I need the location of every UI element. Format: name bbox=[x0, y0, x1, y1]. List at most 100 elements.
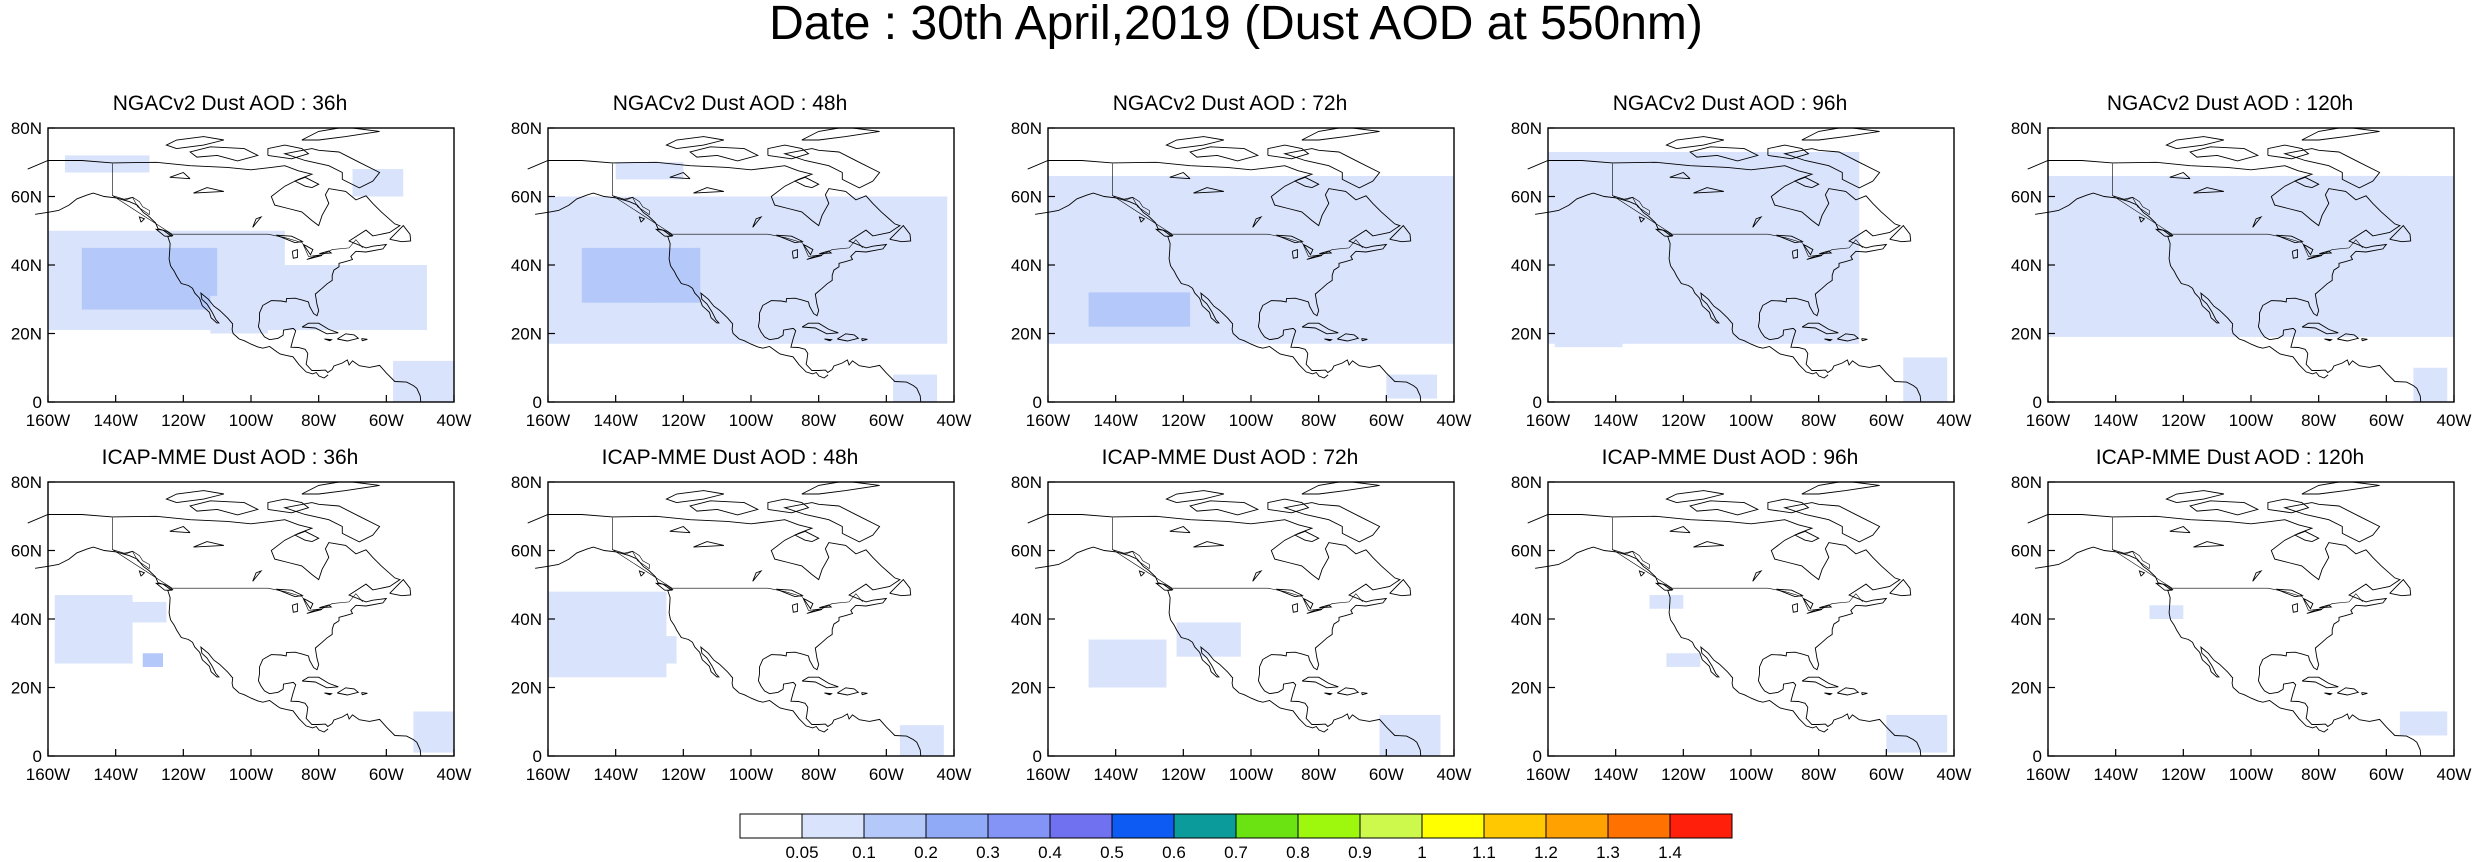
y-tick-label: 20N bbox=[511, 679, 542, 698]
coastline bbox=[1324, 692, 1333, 696]
map-plot: 160W 140W 120W 100W 80W 60W 40W 0 20N 40N 60N 80N bbox=[1011, 473, 1472, 784]
coastline bbox=[793, 176, 820, 189]
y-tick-label: 20N bbox=[2011, 325, 2042, 344]
coastline bbox=[361, 338, 368, 342]
coastline bbox=[1654, 582, 1673, 591]
coastline bbox=[2027, 160, 2422, 403]
coastline bbox=[669, 171, 691, 180]
y-tick-label: 0 bbox=[2033, 747, 2042, 766]
aod-field-cell bbox=[132, 275, 201, 303]
coastline bbox=[1165, 490, 1225, 504]
coastline bbox=[1665, 136, 1725, 150]
coastline bbox=[2389, 578, 2412, 597]
coastline bbox=[1803, 244, 1814, 256]
coastline bbox=[1291, 602, 1298, 613]
coastline bbox=[1527, 514, 1922, 757]
coastline bbox=[1783, 502, 1881, 543]
x-tick-label: 40W bbox=[1437, 765, 1472, 784]
x-tick-label: 120W bbox=[1161, 765, 1205, 784]
x-tick-label: 40W bbox=[937, 765, 972, 784]
coastline bbox=[1824, 338, 1833, 342]
coastline bbox=[2301, 322, 2339, 335]
y-tick-label: 0 bbox=[1533, 393, 1542, 412]
coastline bbox=[1189, 146, 1260, 162]
colorbar-swatch bbox=[863, 813, 927, 839]
coastline bbox=[2283, 148, 2381, 189]
map-panel-ngac-72h: NGACv2 Dust AOD : 72h 160W 140W 120W 100W 80W… bbox=[1000, 92, 1500, 442]
coastline bbox=[154, 228, 173, 237]
y-tick-label: 80N bbox=[1511, 473, 1542, 492]
coastline bbox=[1193, 541, 1224, 548]
x-tick-label: 160W bbox=[1026, 411, 1070, 430]
x-tick-label: 100W bbox=[729, 765, 773, 784]
coastline bbox=[293, 530, 320, 543]
x-tick-label: 160W bbox=[1526, 411, 1570, 430]
aod-field-cell bbox=[893, 374, 938, 402]
y-tick-label: 0 bbox=[33, 747, 42, 766]
coastline bbox=[1861, 692, 1868, 696]
coastline bbox=[2169, 525, 2191, 534]
coastline bbox=[2301, 127, 2380, 141]
aod-field-cell bbox=[142, 653, 164, 667]
coastline bbox=[27, 514, 422, 757]
coastline bbox=[1252, 570, 1263, 582]
colorbar-label: 0.2 bbox=[914, 843, 938, 862]
coastline bbox=[193, 541, 224, 548]
x-tick-label: 120W bbox=[1661, 765, 1705, 784]
y-tick-label: 40N bbox=[11, 256, 42, 275]
coastline bbox=[1837, 333, 1860, 342]
aod-field-cell bbox=[413, 711, 454, 753]
y-tick-label: 60N bbox=[1011, 188, 1042, 207]
y-tick-label: 0 bbox=[2033, 393, 2042, 412]
x-tick-label: 80W bbox=[1301, 411, 1336, 430]
coastline bbox=[193, 187, 224, 194]
coastline bbox=[1389, 578, 1412, 597]
y-tick-label: 20N bbox=[11, 325, 42, 344]
x-tick-label: 160W bbox=[2026, 765, 2070, 784]
coastline bbox=[665, 136, 725, 150]
panel-title: ICAP-MME Dust AOD : 36h bbox=[101, 446, 359, 469]
aod-field-cell bbox=[1088, 639, 1167, 688]
aod-field-cell bbox=[615, 162, 684, 180]
coastline bbox=[1293, 176, 1320, 189]
x-tick-label: 120W bbox=[1161, 411, 1205, 430]
coastline bbox=[2306, 608, 2323, 614]
coastline bbox=[1806, 608, 1823, 614]
coastline bbox=[1165, 136, 1225, 150]
x-tick-label: 80W bbox=[801, 765, 836, 784]
coastline bbox=[2027, 514, 2422, 757]
coastline bbox=[2138, 216, 2146, 223]
y-tick-label: 0 bbox=[533, 747, 542, 766]
colorbar-swatch bbox=[1049, 813, 1113, 839]
x-tick-label: 120W bbox=[1661, 411, 1705, 430]
national-border bbox=[612, 517, 863, 611]
coastline bbox=[301, 127, 380, 141]
coastline bbox=[2154, 228, 2173, 237]
coastline bbox=[1361, 692, 1368, 696]
colorbar-swatch bbox=[1607, 813, 1671, 839]
coastline bbox=[1693, 541, 1724, 548]
y-tick-label: 0 bbox=[1033, 747, 1042, 766]
x-tick-label: 80W bbox=[301, 765, 336, 784]
figure-title: Date : 30th April,2019 (Dust AOD at 550n… bbox=[769, 0, 1703, 50]
colorbar-swatch bbox=[1173, 813, 1237, 839]
aod-field-cell bbox=[683, 203, 751, 245]
coastline bbox=[2276, 234, 2304, 244]
coastline bbox=[2361, 338, 2368, 342]
x-tick-label: 140W bbox=[2093, 411, 2137, 430]
x-tick-label: 60W bbox=[369, 411, 404, 430]
map-plot: 160W 140W 120W 100W 80W 60W 40W 0 20N 40N 60N 80N bbox=[511, 473, 972, 784]
map-panel-ngac-96h: NGACv2 Dust AOD : 96h 160W 140W 120W 100W 80W… bbox=[1500, 92, 2000, 442]
y-tick-label: 80N bbox=[11, 473, 42, 492]
x-tick-label: 60W bbox=[1369, 765, 1404, 784]
coastline bbox=[1791, 602, 1798, 613]
x-tick-label: 80W bbox=[1801, 411, 1836, 430]
coastline bbox=[693, 187, 724, 194]
coastline bbox=[824, 338, 833, 342]
colorbar-swatch bbox=[1359, 813, 1423, 839]
coastline bbox=[2291, 602, 2298, 613]
coastline bbox=[1752, 216, 1763, 228]
x-tick-label: 80W bbox=[2301, 411, 2336, 430]
y-tick-label: 40N bbox=[511, 610, 542, 629]
y-tick-label: 60N bbox=[511, 542, 542, 561]
